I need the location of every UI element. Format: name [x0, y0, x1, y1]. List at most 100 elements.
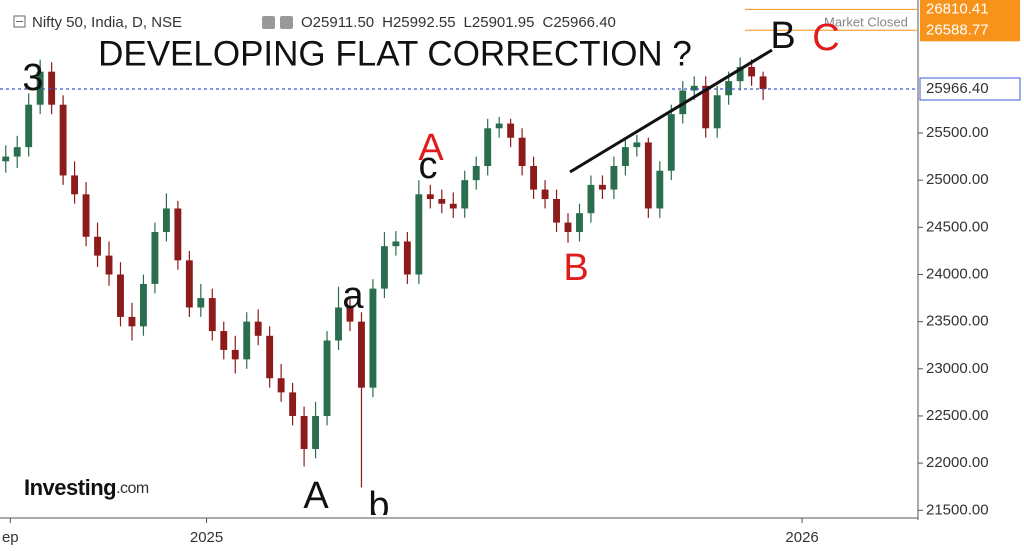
plot	[0, 57, 918, 488]
wave-label: A	[303, 475, 329, 517]
candle-body	[380, 246, 388, 289]
candle-body	[105, 255, 113, 275]
candle-body	[335, 307, 342, 341]
y-tick-label: 24000.00	[926, 265, 989, 282]
price-level-box	[920, 19, 1020, 42]
candle-body	[243, 321, 251, 360]
price-level-label: 26810.41	[926, 0, 989, 17]
h-label: H	[382, 14, 393, 31]
low-value: 25901.95	[472, 14, 535, 31]
candle-body	[300, 415, 308, 449]
candle-body	[495, 123, 503, 129]
candle-body	[13, 147, 21, 157]
candle-body	[48, 71, 56, 105]
candle-body	[392, 241, 400, 247]
watermark-brand: Investing	[24, 475, 116, 500]
candle-body	[162, 208, 170, 233]
candle-body	[553, 199, 560, 223]
candle-body	[312, 415, 320, 449]
trend-line	[569, 48, 773, 174]
candle-body	[71, 175, 79, 195]
ohlc: O25911.50 H25992.55 L25901.95 C25966.40	[301, 14, 616, 31]
y-tick-label: 22000.00	[926, 454, 989, 471]
x-tick-label: 2026	[785, 529, 818, 546]
y-tick-label: 25500.00	[926, 124, 989, 141]
candle-body	[438, 199, 446, 204]
candle-body	[587, 184, 595, 214]
y-tick-label: 23500.00	[926, 313, 989, 330]
last-price-label: 25966.40	[926, 80, 989, 97]
candle-body	[266, 335, 274, 379]
candle-body	[667, 114, 675, 171]
price-level-label: 26588.77	[926, 21, 989, 38]
annotations: 3 A c a A b B B C	[22, 15, 839, 517]
candle-body	[518, 137, 526, 167]
price-level-box	[920, 0, 1020, 21]
wave-label: B	[770, 15, 795, 57]
candle-body	[748, 66, 756, 77]
y-tick-label: 23000.00	[926, 360, 989, 377]
symbol: Nifty 50, India, D, NSE	[32, 14, 182, 31]
candle-body	[289, 392, 297, 416]
watermark-suffix: .com	[116, 480, 149, 497]
candle-body	[598, 184, 606, 190]
wave-label: A	[418, 127, 444, 169]
candle-body	[139, 283, 147, 327]
candle-body	[117, 274, 124, 317]
candle-body	[633, 142, 641, 148]
y-tick-label: 24500.00	[926, 218, 989, 235]
candle-body	[346, 307, 354, 322]
candle-body	[82, 194, 90, 237]
candle-body	[610, 166, 618, 190]
eye-icon[interactable]	[262, 16, 275, 29]
wave-label: 3	[22, 57, 43, 99]
candle-body	[220, 331, 228, 350]
candle-body	[254, 321, 262, 336]
candle-body	[277, 378, 285, 393]
candle-body	[358, 321, 365, 388]
candle-body	[702, 85, 710, 129]
y-tick-label: 25000.00	[926, 171, 989, 188]
candle-body	[736, 66, 744, 82]
candle-body	[59, 104, 67, 176]
wave-label: c	[419, 145, 438, 187]
candle-body	[725, 81, 733, 96]
market-status: Market Closed	[824, 14, 908, 29]
open-value: 25911.50	[313, 14, 374, 31]
wave-label: B	[563, 247, 588, 289]
x-tick-label: 2025	[190, 529, 223, 546]
candle-body	[174, 208, 182, 261]
candle-body	[185, 260, 193, 308]
y-tick-label: 21500.00	[926, 501, 989, 518]
l-label: L	[464, 14, 472, 31]
candle-body	[656, 170, 664, 209]
o-label: O	[301, 14, 313, 31]
wave-label: C	[812, 17, 839, 59]
candle-body	[94, 236, 101, 256]
y-tick-label: 22500.00	[926, 407, 989, 424]
candle-body	[25, 104, 33, 148]
collapse-icon[interactable]	[13, 15, 26, 28]
candle-body	[36, 71, 44, 105]
candle-body	[403, 241, 411, 275]
settings-icon[interactable]	[280, 16, 293, 29]
c-label: C	[542, 14, 553, 31]
high-value: 25992.55	[393, 14, 456, 31]
chart-title: DEVELOPING FLAT CORRECTION ?	[98, 34, 692, 73]
candle-body	[415, 194, 423, 275]
candle-body	[472, 166, 480, 181]
candle-body	[426, 194, 434, 200]
candle-body	[507, 123, 515, 138]
candle-body	[690, 85, 698, 91]
candle-body	[484, 128, 492, 167]
last-price-box	[919, 77, 1021, 101]
candle-body	[644, 142, 652, 209]
candle-body	[369, 288, 377, 388]
candle-body	[231, 349, 239, 360]
candle-body	[564, 222, 572, 233]
candle-body	[128, 316, 136, 327]
close-value: 25966.40	[553, 14, 616, 31]
candle-body	[208, 298, 216, 332]
